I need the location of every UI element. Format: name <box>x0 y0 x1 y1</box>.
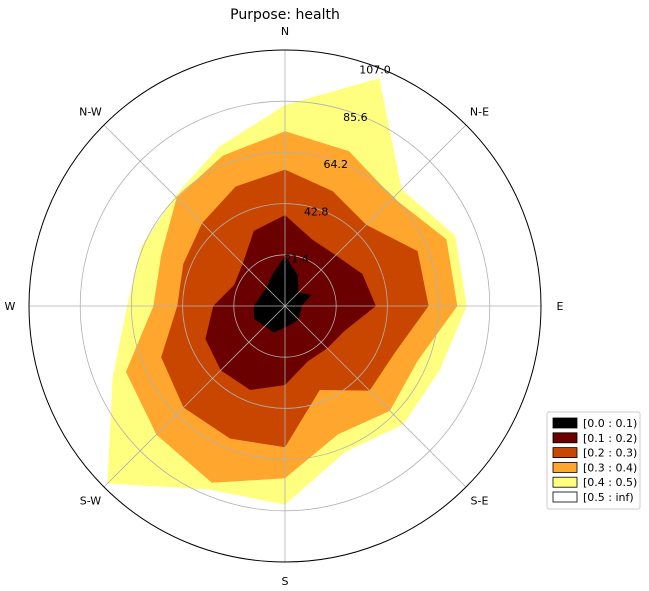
legend-label-5: [0.5 : inf) <box>583 491 634 504</box>
direction-label-s-e: S-E <box>471 495 489 508</box>
windrose-sectors <box>107 78 467 505</box>
legend-label-4: [0.4 : 0.5) <box>583 476 637 489</box>
radial-tick-label-2: 64.2 <box>324 158 349 171</box>
legend-label-0: [0.0 : 0.1) <box>583 417 637 430</box>
radial-tick-label-4: 107.0 <box>359 64 391 77</box>
radial-tick-label-1: 42.8 <box>304 205 329 218</box>
legend: [0.0 : 0.1) [0.1 : 0.2) [0.2 : 0.3)[0.3 : … <box>546 411 641 510</box>
chart-title: Purpose: health <box>230 7 340 23</box>
radial-tick-labels: 21.4 42.8 64.2 85.6 107.0 <box>284 64 390 266</box>
legend-label-3: [0.3 : 0.4) <box>583 461 637 474</box>
grid-spoke-3 <box>284 305 467 488</box>
direction-label-e: E <box>557 300 564 313</box>
legend-swatch-1 <box>552 432 578 444</box>
grid-spoke-7 <box>103 124 286 307</box>
direction-label-s-w: S-W <box>80 495 102 508</box>
direction-label-w: W <box>5 300 16 313</box>
outer-boundary <box>28 49 542 563</box>
legend-label-2: [0.2 : 0.3) <box>583 447 637 460</box>
direction-labels: N N-E E S-E S S-W W N-W <box>5 25 564 588</box>
legend-swatch-0 <box>552 417 578 429</box>
grid-spoke-5 <box>103 305 286 488</box>
legend-swatch-5 <box>552 491 578 503</box>
legend-swatch-4 <box>552 476 578 488</box>
grid-spoke-1 <box>284 124 467 307</box>
legend-swatch-3 <box>552 461 578 473</box>
sector-polygon-0 <box>253 255 312 333</box>
radial-tick-label-0: 21.4 <box>284 253 309 266</box>
radial-tick-label-3: 85.6 <box>343 111 368 124</box>
polar-grid <box>29 50 541 562</box>
legend-label-1: [0.1 : 0.2) <box>583 432 637 445</box>
legend-swatch-2 <box>552 447 578 459</box>
direction-label-n-e: N-E <box>470 106 489 119</box>
direction-label-n-w: N-W <box>79 106 102 119</box>
direction-label-n: N <box>281 25 289 38</box>
direction-label-s: S <box>282 575 289 588</box>
